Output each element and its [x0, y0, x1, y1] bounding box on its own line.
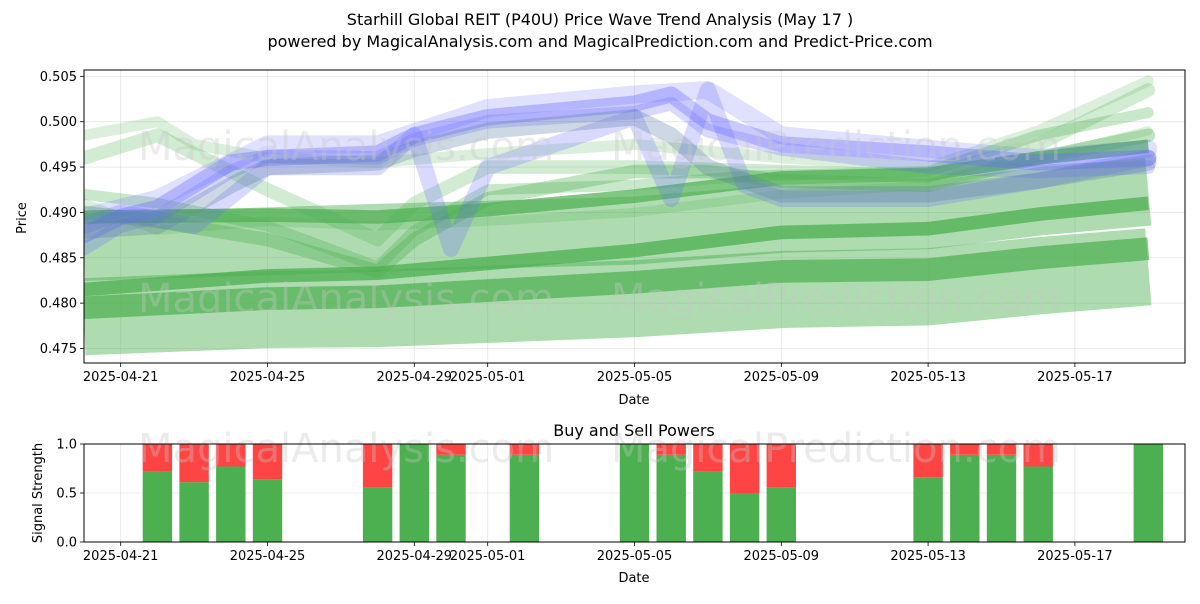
- buy-power-bar: [216, 466, 246, 542]
- chart-title: Starhill Global REIT (P40U) Price Wave T…: [347, 10, 853, 29]
- buy-power-bar: [252, 479, 283, 542]
- price-x-axis-label: Date: [618, 393, 649, 408]
- sell-power-bar: [656, 444, 686, 455]
- buy-power-bar: [179, 482, 209, 542]
- price-wave-series-3: [84, 157, 1152, 281]
- price-y-axis-label: Price: [15, 202, 30, 234]
- sell-power-bar: [216, 444, 246, 467]
- signal-x-tick-label: 2025-05-17: [1037, 549, 1113, 564]
- buy-power-bar: [399, 444, 429, 542]
- signal-y-axis-label: Signal Strength: [31, 443, 46, 543]
- buy-power-bar: [362, 487, 393, 542]
- price-wave-series-8: [84, 83, 1156, 247]
- signal-x-tick-label: 2025-04-29: [377, 549, 453, 564]
- signal-panel: Buy and Sell Powers MagicalAnalysis.com …: [31, 421, 1186, 586]
- buy-power-bar: [619, 444, 650, 542]
- buy-power-bar: [729, 493, 760, 542]
- watermark-prediction-bottom: MagicalPrediction.com: [611, 426, 1061, 472]
- signal-y-tick-label: 0.5: [56, 487, 77, 502]
- price-wave-series-5: [84, 139, 1150, 224]
- buy-power-bar: [1023, 466, 1053, 542]
- signal-x-ticks: 2025-04-21 2025-04-25 2025-04-292025-05-01…: [83, 542, 1113, 564]
- price-y-tick-label: 0.495: [40, 161, 77, 176]
- price-x-tick-label: 2025-05-01: [450, 370, 526, 385]
- watermark-analysis-bottom: MagicalAnalysis.com: [138, 426, 554, 472]
- sell-power-bar: [986, 444, 1017, 455]
- sell-power-bar: [693, 444, 723, 472]
- price-wave-series-7: [84, 107, 1154, 273]
- signal-x-tick-label: 2025-05-09: [744, 549, 820, 564]
- sell-power-bar: [766, 444, 796, 488]
- buy-power-bar: [142, 471, 173, 542]
- price-wave-series-11: [84, 86, 1157, 244]
- signal-x-tick-label: 2025-05-13: [890, 549, 966, 564]
- price-y-tick-label: 0.500: [40, 115, 77, 130]
- price-wave-series-2: [84, 237, 1150, 320]
- buy-power-bar: [913, 477, 943, 542]
- price-wave-series-15: [84, 109, 1157, 239]
- price-y-ticks: 0.475 0.480 0.485 0.490 0.495 0.500 0.505: [40, 70, 84, 357]
- sell-power-bar: [362, 444, 393, 488]
- price-x-tick-label: 2025-05-09: [744, 370, 820, 385]
- signal-y-ticks: 0.0 0.5 1.0: [56, 438, 84, 551]
- price-x-tick-label: 2025-04-21: [83, 370, 159, 385]
- buy-power-bar: [986, 454, 1017, 542]
- buy-power-bar: [436, 454, 466, 542]
- price-x-tick-label: 2025-04-29: [377, 370, 453, 385]
- price-y-tick-label: 0.505: [40, 70, 77, 85]
- buy-power-bar: [656, 454, 686, 542]
- signal-panel-title: Buy and Sell Powers: [553, 421, 715, 440]
- price-x-ticks: 2025-04-21 2025-04-25 2025-04-292025-05-01…: [83, 363, 1113, 385]
- sell-power-bar: [436, 444, 466, 455]
- signal-x-tick-label: 2025-04-21: [83, 549, 159, 564]
- signal-x-tick-label: 2025-05-01: [450, 549, 526, 564]
- buy-power-bar: [766, 487, 796, 542]
- signal-bars-group: [142, 444, 1163, 542]
- watermark-analysis-mid: MagicalAnalysis.com: [138, 276, 554, 322]
- price-wave-series-13: [84, 80, 1158, 227]
- buy-power-bar: [950, 454, 980, 542]
- signal-x-tick-label: 2025-04-25: [230, 549, 306, 564]
- price-wave-series-6: [84, 128, 1156, 279]
- sell-power-bar: [729, 444, 760, 493]
- price-y-tick-label: 0.485: [40, 251, 77, 266]
- price-y-tick-label: 0.480: [40, 297, 77, 312]
- price-wave-series-14: [84, 81, 1157, 257]
- sell-power-bar: [509, 444, 540, 455]
- buy-power-bar: [693, 471, 723, 542]
- signal-y-tick-label: 0.0: [56, 536, 77, 551]
- price-wave-series-12: [84, 96, 1156, 256]
- buy-power-bar: [509, 454, 540, 542]
- price-x-tick-label: 2025-04-25: [230, 370, 306, 385]
- price-x-tick-label: 2025-05-13: [890, 370, 966, 385]
- price-y-tick-label: 0.475: [40, 342, 77, 357]
- price-wave-series-9: [84, 75, 1154, 173]
- signal-y-tick-label: 1.0: [56, 438, 77, 453]
- price-x-tick-label: 2025-05-05: [597, 370, 673, 385]
- sell-power-bar: [950, 444, 980, 455]
- buy-power-bar: [1133, 444, 1163, 542]
- sell-power-bar: [252, 444, 283, 480]
- sell-power-bar: [913, 444, 943, 478]
- price-x-tick-label: 2025-05-17: [1037, 370, 1113, 385]
- watermark-prediction-top: MagicalPrediction.com: [611, 124, 1061, 170]
- price-panel: MagicalAnalysis.com MagicalPrediction.co…: [15, 69, 1186, 408]
- price-y-tick-label: 0.490: [40, 206, 77, 221]
- price-series-group: [84, 75, 1158, 356]
- signal-x-tick-label: 2025-05-05: [597, 549, 673, 564]
- sell-power-bar: [142, 444, 173, 472]
- watermark-prediction-mid: MagicalPrediction.com: [611, 276, 1061, 322]
- price-wave-series-4: [84, 196, 1149, 297]
- signal-x-axis-label: Date: [618, 571, 649, 586]
- chart-subtitle: powered by MagicalAnalysis.com and Magic…: [267, 32, 932, 51]
- watermark-analysis-top: MagicalAnalysis.com: [138, 124, 554, 170]
- price-wave-series-10: [84, 126, 1153, 236]
- sell-power-bar: [179, 444, 209, 483]
- sell-power-bar: [1023, 444, 1053, 467]
